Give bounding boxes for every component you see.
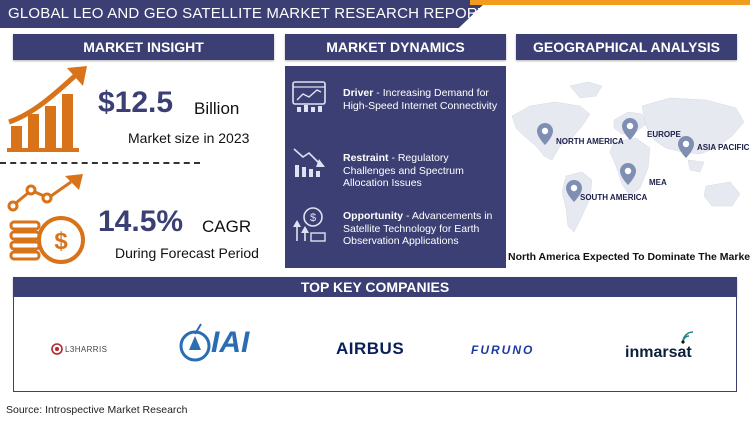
driver-text: - Increasing Demand for High-Speed Inter… bbox=[343, 87, 498, 112]
l3harris-wordmark: L3HARRIS bbox=[65, 344, 108, 354]
iai-wordmark: IAI bbox=[211, 326, 250, 359]
page-title: GLOBAL LEO AND GEO SATELLITE MARKET RESE… bbox=[8, 5, 487, 22]
monitor-chart-icon bbox=[292, 81, 326, 112]
top-companies-header: TOP KEY COMPANIES bbox=[13, 277, 737, 297]
cagr-unit: CAGR bbox=[202, 217, 252, 236]
region-label-mea: MEA bbox=[649, 178, 667, 187]
declining-chart-icon bbox=[293, 148, 325, 177]
driver-item: Driver - Increasing Demand for High-Spee… bbox=[343, 87, 501, 112]
source-note: Source: Introspective Market Research bbox=[6, 404, 188, 416]
driver-label: Driver bbox=[343, 87, 374, 99]
opportunity-item: Opportunity - Advancements in Satellite … bbox=[343, 210, 501, 248]
airbus-logo: AIRBUS bbox=[336, 339, 405, 358]
furuno-logo: FURUNO bbox=[471, 343, 535, 357]
north-america-pin-icon bbox=[537, 123, 553, 145]
opportunity-dollar-icon: $ bbox=[293, 207, 326, 242]
iai-emblem-icon bbox=[179, 323, 211, 362]
opportunity-label: Opportunity bbox=[343, 210, 404, 222]
svg-text:$: $ bbox=[310, 212, 316, 224]
divider bbox=[0, 162, 200, 164]
l3harris-logo: L3HARRIS bbox=[51, 343, 107, 355]
region-label-asia-pacific: ASIA PACIFIC bbox=[697, 143, 750, 152]
cagr-value: 14.5% bbox=[98, 205, 184, 238]
market-size-caption: Market size in 2023 bbox=[128, 130, 250, 146]
mea-pin-icon bbox=[620, 163, 636, 185]
bar-chart-growth-icon bbox=[7, 66, 87, 152]
market-size-value: $12.5 bbox=[98, 86, 174, 119]
svg-text:$: $ bbox=[54, 228, 68, 255]
geo-caption: North America Expected To Dominate The M… bbox=[508, 251, 750, 263]
companies-panel bbox=[13, 297, 737, 392]
asia-pacific-pin-icon bbox=[678, 136, 694, 158]
south-america-pin-icon bbox=[566, 180, 582, 202]
inmarsat-signal-icon bbox=[681, 331, 694, 344]
restraint-item: Restraint - Regulatory Challenges and Sp… bbox=[343, 152, 501, 190]
world-map bbox=[511, 81, 745, 233]
market-insight-header: MARKET INSIGHT bbox=[13, 34, 274, 60]
region-label-north-america: NORTH AMERICA bbox=[556, 137, 624, 146]
restraint-label: Restraint bbox=[343, 152, 389, 164]
restraint-text: - Regulatory Challenges and Spectrum All… bbox=[343, 152, 464, 189]
inmarsat-wordmark: inmarsat bbox=[625, 344, 692, 361]
region-label-europe: EUROPE bbox=[647, 130, 681, 139]
l3harris-mark-icon bbox=[51, 343, 63, 355]
iai-logo: IAI bbox=[175, 322, 249, 367]
market-size-unit: Billion bbox=[194, 99, 240, 118]
title-banner bbox=[0, 0, 488, 28]
opportunity-text: - Advancements in Satellite Technology f… bbox=[343, 210, 493, 247]
market-dynamics-header: MARKET DYNAMICS bbox=[285, 34, 506, 60]
region-label-south-america: SOUTH AMERICA bbox=[580, 193, 648, 202]
geographical-analysis-header: GEOGRAPHICAL ANALYSIS bbox=[516, 34, 737, 60]
coins-growth-icon: $ bbox=[7, 174, 85, 264]
europe-pin-icon bbox=[622, 118, 638, 140]
cagr-caption: During Forecast Period bbox=[115, 245, 259, 261]
accent-stripe bbox=[470, 0, 750, 5]
